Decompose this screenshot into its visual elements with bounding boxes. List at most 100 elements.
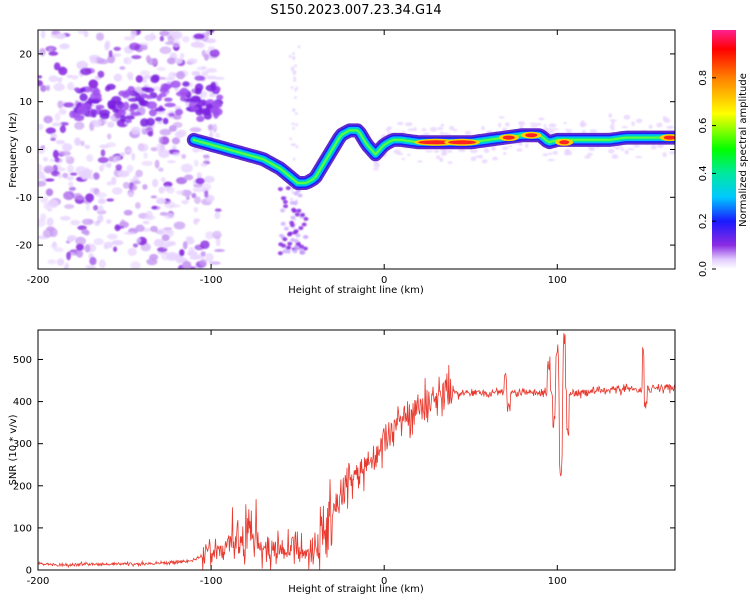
y-tick-label: -10 <box>16 193 32 204</box>
noise-blob <box>48 48 53 52</box>
noise-blob <box>189 255 201 260</box>
noise-blob <box>283 204 289 209</box>
noise-blob <box>45 188 54 197</box>
noise-blob <box>80 140 85 147</box>
noise-blob <box>51 122 63 127</box>
noise-blob <box>61 143 73 152</box>
ridge-hotspot <box>525 133 538 138</box>
noise-blob <box>297 45 301 49</box>
noise-blob <box>48 51 59 56</box>
noise-blob <box>279 233 284 238</box>
noise-blob <box>65 155 70 160</box>
noise-blob <box>199 259 207 267</box>
noise-blob <box>164 230 175 234</box>
noise-blob <box>107 133 112 140</box>
noise-blob <box>145 126 154 136</box>
noise-blob <box>662 116 668 121</box>
noise-blob <box>568 129 573 132</box>
noise-blob <box>73 87 81 92</box>
noise-blob <box>44 178 55 182</box>
figure-title: S150.2023.007.23.34.G14 <box>270 3 441 18</box>
noise-blob <box>162 117 169 125</box>
noise-blob <box>214 211 221 220</box>
noise-blob <box>106 83 116 90</box>
noise-blob <box>94 221 100 227</box>
noise-blob <box>127 247 137 256</box>
noise-blob <box>149 253 159 261</box>
noise-blob <box>113 246 118 252</box>
noise-blob <box>633 144 640 148</box>
noise-blob <box>292 249 298 254</box>
noise-blob <box>67 82 75 91</box>
noise-blob <box>437 126 444 131</box>
noise-blob <box>294 112 298 115</box>
noise-blob <box>166 57 177 65</box>
y-tick-label: 0 <box>26 145 32 156</box>
noise-blob <box>586 152 593 156</box>
noise-blob <box>185 236 194 240</box>
noise-blob <box>206 68 218 73</box>
snr-y-label: SNR (10 * v/v) <box>8 414 19 485</box>
noise-blob <box>40 84 47 92</box>
x-tick-label: -100 <box>200 576 223 587</box>
noise-blob <box>406 153 411 156</box>
y-tick-label: 100 <box>13 523 32 534</box>
noise-blob <box>508 144 512 148</box>
noise-blob <box>278 242 284 247</box>
noise-blob <box>176 177 187 185</box>
noise-blob <box>299 244 305 249</box>
noise-blob <box>181 200 189 205</box>
noise-blob <box>154 159 160 169</box>
noise-blob <box>141 128 148 135</box>
noise-blob <box>193 33 205 40</box>
noise-blob <box>111 176 117 186</box>
noise-blob <box>277 251 283 256</box>
noise-blob <box>75 243 84 251</box>
noise-blob <box>277 187 283 192</box>
noise-blob <box>498 116 505 119</box>
noise-blob <box>285 249 291 254</box>
noise-blob <box>611 154 619 159</box>
noise-blob <box>57 100 64 109</box>
noise-blob <box>623 114 631 120</box>
noise-blob <box>52 149 59 159</box>
x-tick-label: 100 <box>548 576 567 587</box>
noise-blob <box>48 75 59 83</box>
ridge-hotspot <box>502 135 515 140</box>
noise-blob <box>205 253 214 262</box>
snr-ticks: -200 -100 0 100 0 100 200 300 400 500 <box>13 330 675 587</box>
colorbar-ticks: 0.0 0.2 0.4 0.6 0.8 <box>698 70 716 277</box>
noise-blob <box>112 108 120 113</box>
noise-blob <box>205 231 214 240</box>
noise-blob <box>85 203 90 211</box>
noise-blob <box>89 55 97 64</box>
noise-blob <box>135 224 145 232</box>
noise-blob <box>89 256 97 266</box>
noise-blob <box>143 152 148 159</box>
noise-blob <box>439 131 444 136</box>
ridge-hotspot <box>448 140 477 145</box>
noise-blob <box>68 181 74 187</box>
noise-blob <box>498 122 502 128</box>
noise-blob <box>131 126 141 135</box>
noise-blob <box>215 132 221 139</box>
noise-blob <box>93 238 104 246</box>
noise-blob <box>39 48 46 57</box>
noise-blob <box>656 144 664 148</box>
noise-blob <box>429 126 438 132</box>
noise-blob <box>166 251 178 261</box>
noise-blob <box>212 230 222 239</box>
x-tick-label: -100 <box>200 275 223 286</box>
noise-blob <box>518 121 522 125</box>
noise-blob <box>620 147 625 151</box>
noise-blob <box>440 151 448 156</box>
noise-blob <box>91 109 97 118</box>
noise-blob <box>538 117 545 121</box>
noise-blob <box>179 87 189 96</box>
noise-blob <box>194 75 205 81</box>
noise-blob <box>156 197 166 204</box>
noise-blob <box>111 187 123 195</box>
noise-blob <box>436 155 441 160</box>
